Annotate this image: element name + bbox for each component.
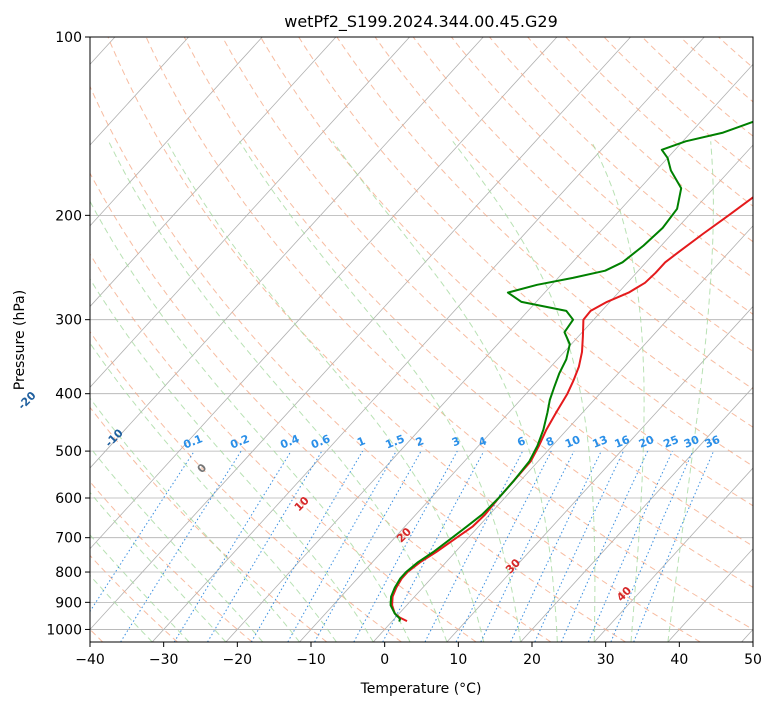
x-tick-label: 40 [670, 652, 688, 668]
moist-adiabat-line [591, 141, 645, 642]
x-tick-label: 30 [597, 652, 615, 668]
y-tick-label: 100 [55, 30, 82, 46]
mixing-ratio-line [90, 450, 195, 613]
mixing-ratio-label: 3 [450, 434, 462, 449]
isotherm-line [90, 37, 484, 469]
y-tick-label: 700 [55, 531, 82, 547]
dry-adiabat-line [298, 37, 753, 467]
mixing-ratio-line [610, 450, 694, 642]
y-tick-label: 300 [55, 313, 82, 329]
dry-adiabat-line [90, 330, 402, 642]
dewpoint-line [389, 120, 753, 622]
isotherm-line [90, 37, 631, 631]
moist-adiabat-line [667, 141, 714, 642]
moist-adiabat-line [452, 140, 596, 642]
moist-adiabat-line [90, 574, 153, 642]
x-tick-label: −40 [75, 652, 105, 668]
x-tick-label: −30 [149, 652, 179, 668]
y-axis-label: Pressure (hPa) [12, 290, 28, 390]
dry-adiabat-line [527, 37, 753, 243]
x-tick-label: −20 [223, 652, 253, 668]
isotherm-line [90, 37, 263, 227]
isotherm-line [151, 37, 705, 642]
chart-title: wetPf2_S199.2024.344.00.45.G29 [284, 12, 558, 32]
dry-adiabat-line [221, 37, 753, 547]
isotherm-line [593, 467, 753, 642]
dry-adiabat-line [336, 37, 753, 428]
y-tick-label: 500 [55, 444, 82, 460]
moist-adiabat-line [90, 446, 264, 642]
isotherm-line [372, 225, 753, 642]
mixing-ratio-line [633, 450, 715, 642]
dry-adiabat-label: -20 [15, 389, 38, 412]
isotherm-line [225, 63, 753, 642]
dry-adiabat-line [107, 37, 701, 642]
dry-adiabat-line [565, 37, 753, 207]
dry-adiabat-line [260, 37, 753, 507]
moist-adiabat-line [332, 141, 558, 642]
mixing-ratio-label: 25 [662, 433, 681, 451]
mixing-ratio-label: 20 [637, 433, 656, 451]
y-tick-label: 800 [55, 565, 82, 581]
y-tick-label: 1000 [46, 622, 82, 638]
mixing-ratio-label: 10 [563, 433, 582, 451]
moist-adiabat-line [90, 534, 190, 642]
mixing-ratio-label: 8 [544, 434, 556, 449]
moist-adiabat-line [166, 141, 485, 642]
mixing-ratio-line [560, 450, 649, 642]
isotherm-line [90, 37, 189, 146]
dry-adiabat-line [145, 37, 753, 630]
mixing-ratio-label: 30 [682, 433, 701, 451]
isotherm-line [90, 37, 558, 550]
background-lines [90, 37, 775, 642]
mixing-ratio-label: 13 [590, 433, 609, 451]
dry-adiabat-line [90, 406, 328, 642]
mixing-ratio-label: 2 [414, 434, 426, 449]
moist-adiabat-line [108, 141, 448, 642]
mixing-ratio-label: 36 [703, 433, 722, 451]
mixing-ratio-line [120, 450, 242, 642]
mixing-ratio-line [587, 450, 673, 642]
dry-adiabat-line [374, 37, 753, 390]
plot-frame [89, 36, 754, 643]
dry-adiabat-line [412, 37, 753, 352]
x-tick-label: 20 [523, 652, 541, 668]
mixing-ratio-label: 16 [613, 433, 632, 451]
dry-adiabat-line [489, 37, 753, 279]
y-axis: 100 200 300 400 500 600 700 800 900 1000 [46, 30, 90, 638]
isotherm-line [90, 37, 410, 388]
dry-adiabat-line [757, 37, 775, 642]
x-axis: −40 −30 −20 −10 0 10 20 30 40 50 [75, 642, 762, 668]
mixing-ratio-line [455, 450, 552, 642]
dry-adiabat-line [183, 37, 753, 588]
y-tick-label: 900 [55, 595, 82, 611]
x-tick-label: 50 [744, 652, 762, 668]
moist-adiabat-line [90, 397, 300, 642]
isotherm-line [90, 37, 337, 308]
moist-adiabat-line [239, 141, 521, 642]
isotherm-line [446, 305, 753, 642]
y-tick-label: 400 [55, 387, 82, 403]
x-tick-label: 10 [449, 652, 467, 668]
moist-adiabat-line [90, 491, 227, 642]
mixing-ratio-line [353, 450, 458, 642]
mixing-ratio-line [480, 450, 575, 642]
y-tick-label: 600 [55, 491, 82, 507]
plot-background [90, 37, 753, 642]
x-axis-label: Temperature (°C) [360, 681, 482, 697]
moist-adiabat-line [90, 200, 411, 642]
sounding-lines [389, 120, 753, 622]
x-tick-label: −10 [296, 652, 326, 668]
mixing-ratio-label: 1 [355, 434, 367, 449]
mixing-ratio-line [382, 450, 485, 642]
dry-adiabat-line [90, 172, 552, 642]
moist-adiabat-line [90, 278, 374, 642]
x-tick-label: 0 [380, 652, 389, 668]
mixing-ratio-line [173, 450, 292, 642]
mixing-ratio-line [314, 450, 422, 642]
isotherm-line [520, 386, 753, 642]
y-tick-label: 200 [55, 208, 82, 224]
